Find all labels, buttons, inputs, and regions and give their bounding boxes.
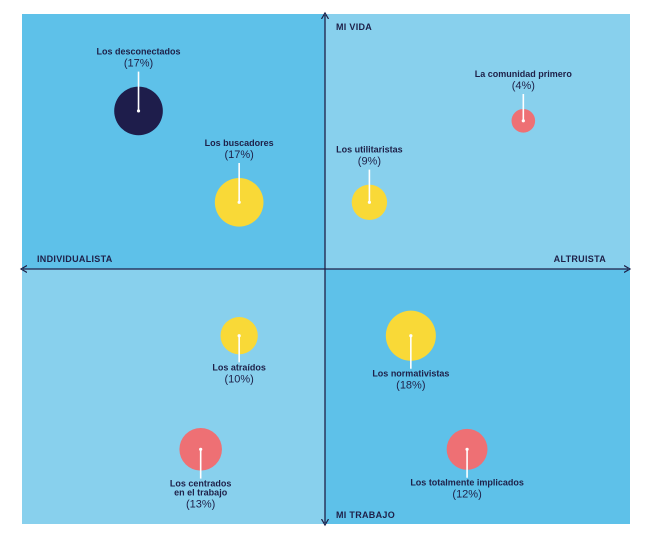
pointer-dot-los-utilitaristas bbox=[367, 200, 371, 204]
pointer-dot-los-atraidos bbox=[237, 334, 241, 338]
pointer-dot-los-centrados-en-el-trabajo bbox=[199, 447, 203, 451]
label-percent-los-utilitaristas: (9%) bbox=[358, 156, 381, 168]
label-percent-los-atraidos: (10%) bbox=[224, 373, 253, 385]
pointer-dot-los-totalmente-implicados bbox=[465, 447, 469, 451]
label-name-los-desconectados: Los desconectados bbox=[97, 47, 181, 57]
label-name-los-totalmente-implicados: Los totalmente implicados bbox=[410, 478, 524, 488]
label-name-los-utilitaristas: Los utilitaristas bbox=[336, 145, 403, 155]
pointer-dot-la-comunidad-primero bbox=[521, 119, 525, 123]
label-percent-los-normativistas: (18%) bbox=[396, 380, 425, 392]
y-axis-label-mi-vida: MI VIDA bbox=[336, 22, 372, 32]
quadrant-individualist-life bbox=[22, 14, 325, 269]
label-name-los-centrados-en-el-trabajo-line-2: en el trabajo bbox=[174, 488, 228, 498]
label-name-los-normativistas: Los normativistas bbox=[372, 369, 449, 379]
pointer-dot-los-buscadores bbox=[237, 200, 241, 204]
label-percent-la-comunidad-primero: (4%) bbox=[512, 80, 535, 92]
pointer-dot-los-desconectados bbox=[136, 109, 141, 113]
label-name-los-centrados-en-el-trabajo-line-1: Los centrados bbox=[170, 479, 232, 489]
quadrant-altruist-life bbox=[325, 14, 630, 269]
label-percent-los-buscadores: (17%) bbox=[224, 149, 253, 161]
x-axis-label-individualista: INDIVIDUALISTA bbox=[37, 254, 113, 264]
x-axis-label-altruista: ALTRUISTA bbox=[554, 254, 607, 264]
label-name-la-comunidad-primero: La comunidad primero bbox=[475, 69, 573, 79]
label-name-los-buscadores: Los buscadores bbox=[205, 138, 274, 148]
label-percent-los-desconectados: (17%) bbox=[124, 58, 153, 70]
label-name-los-atraidos: Los atraídos bbox=[212, 362, 266, 372]
label-percent-los-totalmente-implicados: (12%) bbox=[452, 489, 481, 501]
y-axis-label-mi-trabajo: MI TRABAJO bbox=[336, 510, 395, 520]
quadrant-altruist-work bbox=[325, 269, 630, 524]
pointer-dot-los-normativistas bbox=[409, 334, 413, 338]
label-percent-los-centrados-en-el-trabajo: (13%) bbox=[186, 499, 215, 511]
quadrant-individualist-work bbox=[22, 269, 325, 524]
